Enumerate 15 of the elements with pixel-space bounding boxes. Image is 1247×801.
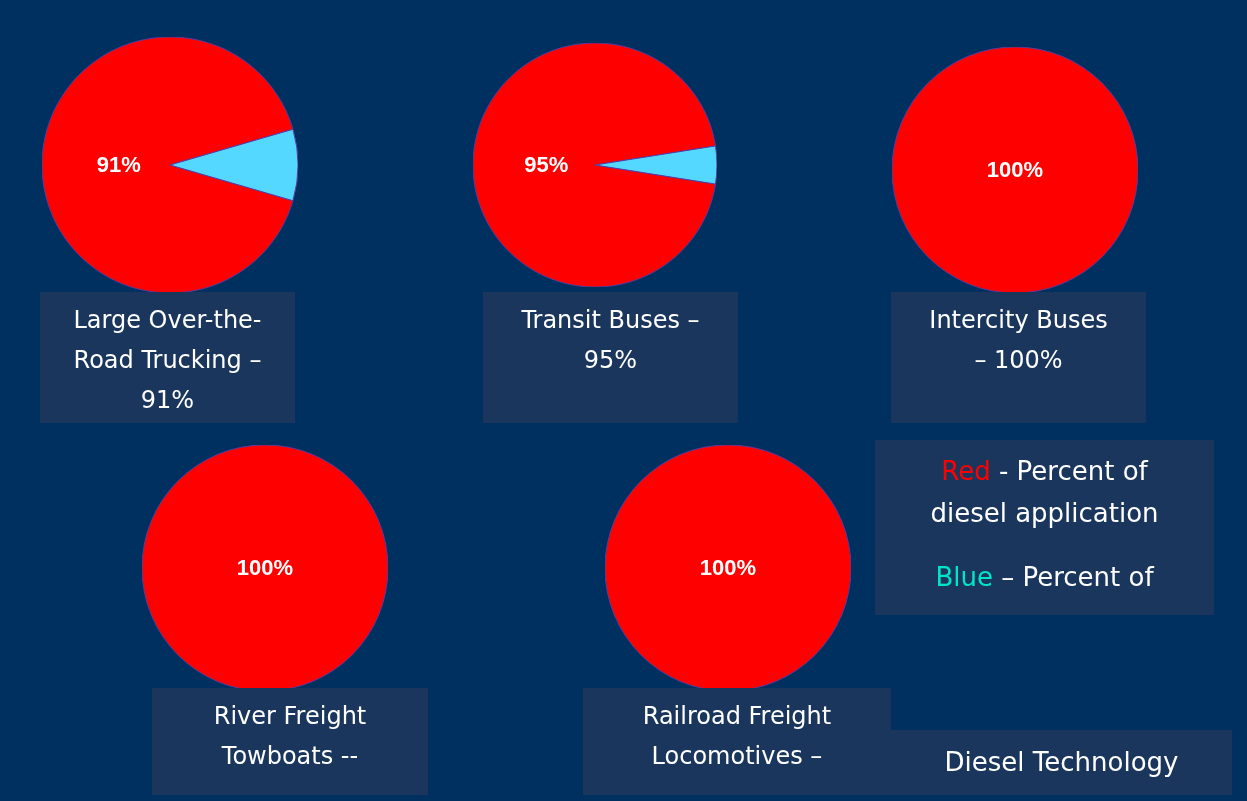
data-label: 100%: [236, 555, 294, 580]
text: River Freight Towboats --: [152, 688, 428, 795]
text: Transit Buses – 95%: [483, 292, 738, 423]
data-label: 100%: [699, 555, 757, 580]
pie-slice: [473, 43, 716, 287]
pie-slice: [42, 37, 294, 293]
text: Large Over-the-Road Trucking – 91%: [40, 292, 295, 423]
text: Diesel Technology: [891, 730, 1232, 795]
text: Blue – Percent of: [934, 561, 1156, 594]
data-label: 91%: [96, 152, 141, 177]
text: Railroad Freight Locomotives –: [583, 688, 891, 795]
data-label: 95%: [524, 152, 569, 177]
text: Red - Percent of diesel application: [929, 455, 1160, 530]
text: Intercity Buses – 100%: [891, 292, 1146, 423]
data-label: 100%: [986, 157, 1044, 182]
